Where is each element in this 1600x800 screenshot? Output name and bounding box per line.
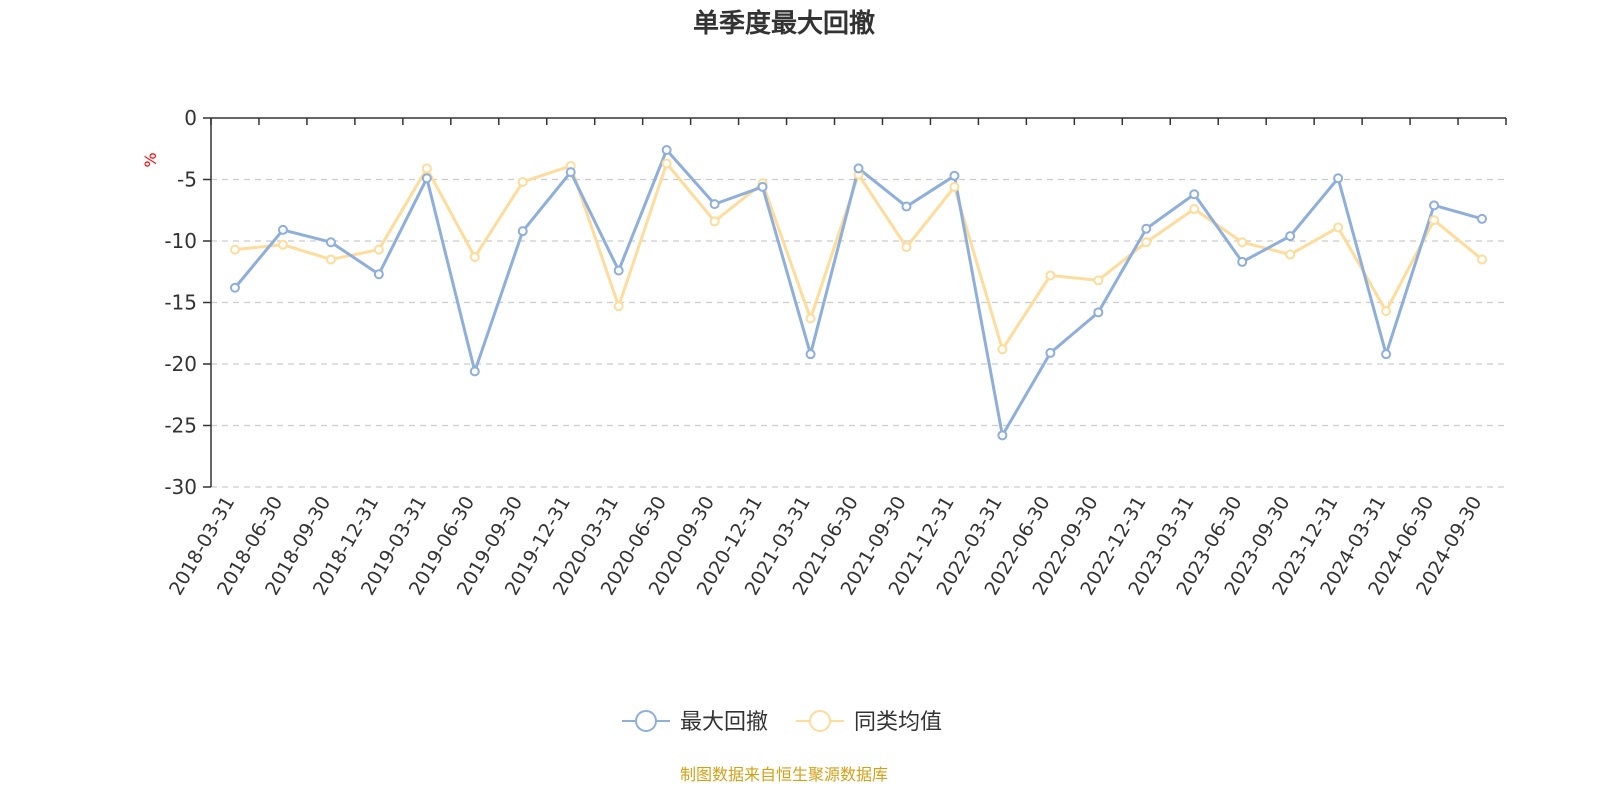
y-tick-label: 0 xyxy=(184,106,197,130)
y-tick-label: -25 xyxy=(164,414,197,438)
y-axis-unit: % xyxy=(141,152,160,167)
data-point[interactable] xyxy=(1285,231,1296,242)
data-point[interactable] xyxy=(373,244,384,255)
legend-item-max-drawdown[interactable]: 最大回撤 xyxy=(622,710,768,735)
data-point[interactable] xyxy=(1093,275,1104,286)
grid xyxy=(211,178,1506,488)
chart-title: 单季度最大回撤 xyxy=(693,8,875,39)
data-point[interactable] xyxy=(469,251,480,262)
data-point[interactable] xyxy=(1093,307,1104,318)
data-point[interactable] xyxy=(997,430,1008,441)
y-tick-label: -10 xyxy=(164,229,197,253)
series-lines xyxy=(229,144,1488,441)
data-point[interactable] xyxy=(805,349,816,360)
data-point[interactable] xyxy=(229,282,240,293)
y-tick-label: -15 xyxy=(164,291,197,315)
data-point[interactable] xyxy=(661,144,672,155)
data-point[interactable] xyxy=(1141,237,1152,248)
data-point[interactable] xyxy=(1285,249,1296,260)
data-point[interactable] xyxy=(853,163,864,174)
data-point[interactable] xyxy=(1189,204,1200,215)
data-point[interactable] xyxy=(949,170,960,181)
data-point[interactable] xyxy=(517,226,528,237)
data-point[interactable] xyxy=(421,173,432,184)
data-point[interactable] xyxy=(901,242,912,253)
data-point[interactable] xyxy=(1333,173,1344,184)
data-point[interactable] xyxy=(1429,215,1440,226)
data-point[interactable] xyxy=(805,313,816,324)
data-point[interactable] xyxy=(709,216,720,227)
data-point[interactable] xyxy=(949,181,960,192)
data-point[interactable] xyxy=(757,181,768,192)
data-point[interactable] xyxy=(1333,222,1344,233)
data-point[interactable] xyxy=(277,224,288,235)
data-point[interactable] xyxy=(1045,347,1056,358)
legend[interactable]: 最大回撤 同类均值 xyxy=(622,710,942,735)
data-source-note: 制图数据来自恒生聚源数据库 xyxy=(680,765,888,784)
data-point[interactable] xyxy=(613,265,624,276)
data-point[interactable] xyxy=(1477,254,1488,265)
data-point[interactable] xyxy=(1381,349,1392,360)
data-point[interactable] xyxy=(1141,223,1152,234)
data-point[interactable] xyxy=(1477,213,1488,224)
data-point[interactable] xyxy=(565,167,576,178)
series-line xyxy=(234,162,1483,351)
data-point[interactable] xyxy=(325,254,336,265)
y-tick-label: -20 xyxy=(164,352,197,376)
legend-label-peer-average: 同类均值 xyxy=(854,710,942,735)
data-point[interactable] xyxy=(517,176,528,187)
data-point[interactable] xyxy=(421,163,432,174)
data-point[interactable] xyxy=(709,199,720,210)
data-point[interactable] xyxy=(1237,256,1248,267)
data-point[interactable] xyxy=(997,344,1008,355)
data-point[interactable] xyxy=(661,158,672,169)
data-point[interactable] xyxy=(901,201,912,212)
y-tick-label: -5 xyxy=(177,168,197,192)
data-point[interactable] xyxy=(613,301,624,312)
series-line xyxy=(233,148,1483,437)
data-point[interactable] xyxy=(1381,306,1392,317)
data-point[interactable] xyxy=(1045,270,1056,281)
legend-item-peer-average[interactable]: 同类均值 xyxy=(796,710,942,735)
data-point[interactable] xyxy=(1237,237,1248,248)
y-tick-label: -30 xyxy=(164,475,197,499)
data-point[interactable] xyxy=(469,366,480,377)
data-point[interactable] xyxy=(325,237,336,248)
data-point[interactable] xyxy=(229,244,240,255)
data-point[interactable] xyxy=(1189,189,1200,200)
data-point[interactable] xyxy=(373,269,384,280)
legend-label-max-drawdown: 最大回撤 xyxy=(680,710,768,735)
data-point[interactable] xyxy=(1429,200,1440,211)
data-point[interactable] xyxy=(277,239,288,250)
